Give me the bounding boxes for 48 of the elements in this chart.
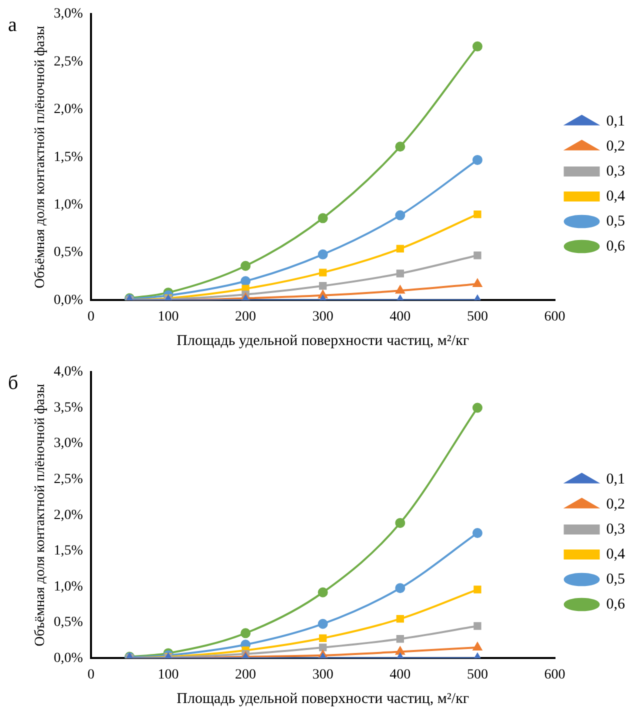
legend-label: 0,4 [606, 188, 626, 204]
y-tick-label: 0,5% [54, 245, 84, 260]
y-tick-label: 3,0% [54, 436, 84, 452]
y-tick-label: 0,0% [54, 650, 84, 666]
y-tick-label: 3,0% [54, 6, 84, 22]
x-tick-label: 500 [466, 667, 488, 682]
y-tick-label: 3,5% [54, 400, 84, 416]
legend-label: 0,2 [606, 138, 625, 154]
legend-label: 0,3 [606, 521, 625, 538]
x-tick-label: 100 [158, 667, 179, 682]
x-tick-label: 500 [466, 309, 488, 324]
legend-label: 0,6 [606, 596, 626, 612]
x-tick-label: 0 [87, 309, 94, 324]
y-tick-label: 1,0% [54, 579, 84, 594]
legend-label: 0,2 [606, 496, 625, 512]
y-tick-label: 2,0% [54, 102, 84, 118]
y-tick-label: 4,0% [54, 364, 84, 380]
y-tick-label: 1,5% [54, 150, 84, 165]
legend-label: 0,5 [606, 213, 625, 230]
y-axis-title: Объёмная доля контактной плёночной фазы [33, 25, 48, 288]
x-tick-label: 600 [544, 667, 566, 682]
y-tick-label: 2,5% [54, 54, 84, 70]
legend-label: 0,1 [606, 471, 625, 488]
x-tick-label: 0 [87, 667, 94, 682]
x-tick-label: 300 [312, 309, 334, 324]
legend-label: 0,3 [606, 163, 625, 180]
y-tick-label: 1,5% [54, 544, 84, 559]
y-tick-label: 0,5% [54, 615, 84, 630]
text: а [8, 14, 17, 37]
legend-label: 0,5 [606, 571, 625, 588]
y-tick-label: 1,0% [54, 197, 84, 212]
y-tick-label: 2,0% [54, 508, 84, 523]
x-tick-label: 400 [390, 309, 411, 324]
y-axis-title: Объёмная доля контактной плёночной фазы [33, 383, 48, 646]
x-tick-label: 400 [390, 667, 411, 682]
legend-label: 0,1 [606, 113, 625, 130]
legend-label: 0,6 [606, 238, 626, 254]
x-tick-label: 300 [312, 667, 334, 682]
y-tick-label: 2,5% [54, 472, 84, 487]
x-tick-label: 200 [235, 309, 256, 324]
x-axis-title: Площадь удельной поверхности частиц, м²/кг [176, 332, 470, 349]
legend-label: 0,4 [606, 546, 626, 562]
y-tick-label: 0,0% [54, 292, 84, 308]
x-axis-title: Площадь удельной поверхности частиц, м²/кг [176, 690, 470, 707]
x-tick-label: 600 [544, 309, 566, 324]
x-tick-label: 200 [235, 667, 256, 682]
text: б [8, 372, 18, 395]
x-tick-label: 100 [158, 309, 179, 324]
